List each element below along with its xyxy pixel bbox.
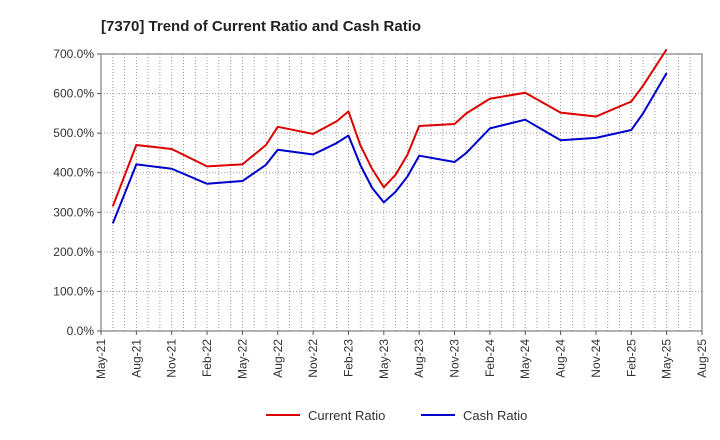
y-tick-label: 0.0% — [67, 324, 95, 338]
x-tick-label: May-21 — [94, 339, 108, 379]
y-tick-label: 500.0% — [53, 126, 94, 140]
x-tick-label: Feb-23 — [341, 339, 355, 377]
plot-frame — [100, 53, 703, 332]
chart-title: [7370] Trend of Current Ratio and Cash R… — [101, 18, 421, 35]
x-tick-label: Feb-22 — [200, 339, 214, 377]
plot-area: 0.0% 100.0% 200.0% 300.0% 400.0% 500.0% 600.0%… — [53, 47, 709, 379]
series-line-cash-ratio — [111, 72, 668, 224]
y-tick-label: 600.0% — [53, 87, 94, 101]
x-tick-label: Aug-24 — [554, 339, 568, 378]
legend-label: Cash Ratio — [463, 408, 527, 423]
legend: Current Ratio Cash Ratio — [266, 408, 527, 423]
x-tick-label: Aug-22 — [271, 339, 285, 378]
y-tick-label: 400.0% — [53, 166, 94, 180]
legend-label: Current Ratio — [308, 408, 385, 423]
x-tick-label: Nov-23 — [448, 339, 462, 378]
x-tick-label: Nov-22 — [306, 339, 320, 378]
x-tick-label: Nov-24 — [589, 339, 603, 378]
x-tick-label: Nov-21 — [165, 339, 179, 378]
series-line-current-ratio — [111, 48, 668, 207]
y-tick-label: 100.0% — [53, 284, 94, 298]
x-tick-label: Feb-24 — [483, 339, 497, 377]
x-tick-label: May-24 — [518, 339, 532, 379]
x-tick-label: May-22 — [235, 339, 249, 379]
x-tick-label: May-25 — [660, 339, 674, 379]
x-tick-label: Aug-25 — [695, 339, 709, 378]
y-tick-label: 300.0% — [53, 205, 94, 219]
x-tick-label: May-23 — [377, 339, 391, 379]
x-tick-label: Aug-21 — [129, 339, 143, 378]
y-tick-label: 200.0% — [53, 245, 94, 259]
x-tick-label: Aug-23 — [412, 339, 426, 378]
y-tick-label: 700.0% — [53, 47, 94, 61]
x-tick-label: Feb-25 — [624, 339, 638, 377]
plot-background — [101, 54, 702, 331]
